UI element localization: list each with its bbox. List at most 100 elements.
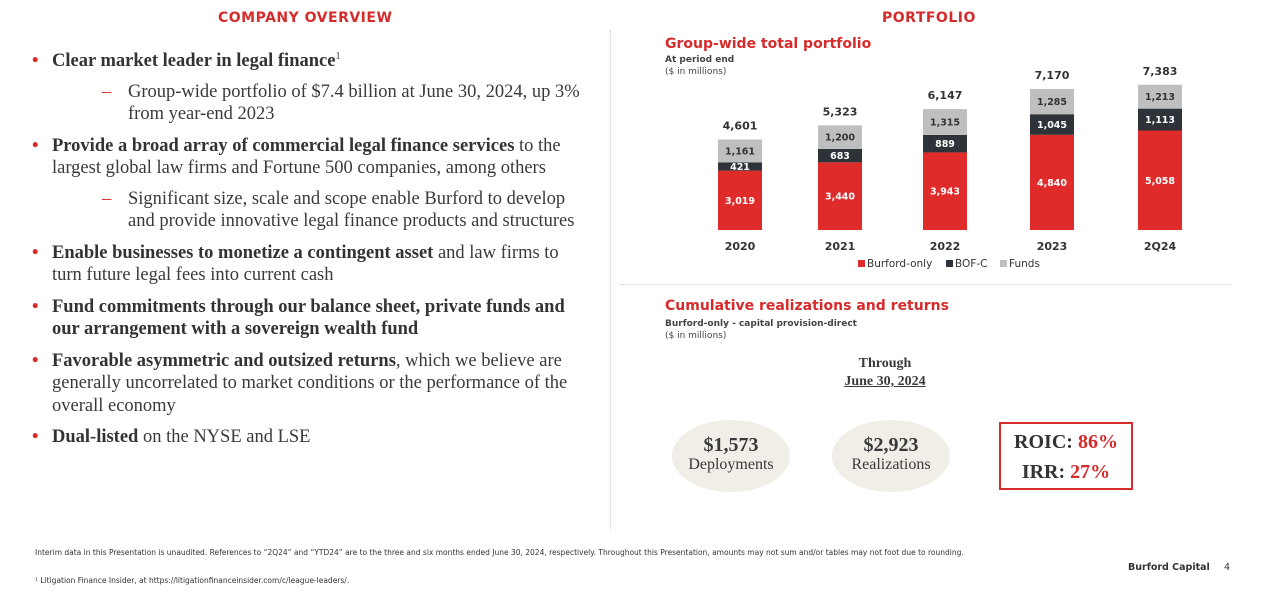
bar-value-label: 889 (935, 139, 955, 150)
bullet-dot-icon: • (32, 350, 39, 371)
bar-value-label: 1,200 (825, 133, 855, 144)
bullet-dot-icon: • (32, 135, 39, 156)
bullet-item: • Fund commitments through our balance s… (30, 296, 590, 341)
bar-value-label: 421 (730, 162, 750, 173)
bullet-text: to the largest global law firms and Fort… (52, 135, 561, 179)
through-date-value: June 30, 2024 (844, 374, 926, 389)
bar-value-label: 3,440 (825, 192, 855, 203)
bar-value-label: 1,045 (1037, 120, 1067, 131)
through-label: Through (858, 356, 912, 371)
vertical-divider (610, 30, 611, 530)
sub-bullet-text: Significant size, scale and scope enable… (128, 188, 575, 232)
bullet-item: • Favorable asymmetric and outsized retu… (30, 350, 590, 418)
bar-segment (1138, 130, 1182, 230)
bar-segment (818, 148, 862, 163)
roic-label: ROIC: (1014, 431, 1078, 453)
irr-value: 27% (1070, 461, 1111, 483)
bar-value-label: 1,161 (725, 146, 755, 157)
bar-total-label: 7,170 (1035, 69, 1070, 82)
footnote-source: ¹ Litigation Finance Insider, at https:/… (35, 576, 350, 585)
bar-total-label: 6,147 (928, 89, 963, 102)
dash-icon: – (102, 188, 112, 209)
x-tick-label: 2Q24 (1144, 240, 1177, 253)
bar-value-label: 5,058 (1145, 176, 1175, 187)
bar-segment (923, 134, 967, 153)
irr-label: IRR: (1021, 461, 1071, 483)
bar-value-label: 1,113 (1145, 115, 1175, 126)
legend-swatch (946, 260, 953, 267)
x-tick-label: 2022 (930, 240, 961, 253)
bar-segment (718, 139, 762, 163)
chart-subtitle-line1: At period end (665, 55, 735, 65)
bullet-text: on the NYSE and LSE (138, 427, 311, 447)
realizations-subtitle-line2: ($ in millions) (665, 331, 727, 341)
bar-segment (1138, 108, 1182, 131)
through-date: Through June 30, 2024 (820, 355, 950, 391)
bullet-dot-icon: • (32, 51, 39, 71)
realizations-bubble: $2,923 Realizations (832, 420, 950, 492)
legend-swatch (858, 260, 865, 267)
bar-value-label: 4,840 (1037, 178, 1067, 189)
chart-subtitle: At period end ($ in millions) (665, 54, 734, 78)
bar-segment (818, 125, 862, 149)
bar-segment (1030, 114, 1074, 135)
sub-bullet: – Group-wide portfolio of $7.4 billion a… (52, 81, 590, 126)
bar-value-label: 3,019 (725, 196, 755, 207)
bullet-item: • Provide a broad array of commercial le… (30, 135, 590, 233)
realizations-label: Realizations (851, 456, 931, 473)
chart-subtitle-line2: ($ in millions) (665, 67, 727, 77)
overview-bullets: • Clear market leader in legal finance1 … (30, 50, 590, 458)
bar-total-label: 5,323 (823, 105, 858, 118)
bar-value-label: 3,943 (930, 187, 960, 198)
bar-segment (1138, 84, 1182, 109)
portfolio-title: PORTFOLIO (882, 10, 976, 26)
legend-label: BOF-C (955, 258, 987, 270)
chart-title: Group-wide total portfolio (665, 36, 872, 52)
bullet-bold: Favorable asymmetric and outsized return… (52, 350, 396, 371)
roic-line: ROIC: 86% (1001, 427, 1131, 457)
bullet-dot-icon: • (32, 296, 39, 317)
page-number: 4 (1224, 562, 1231, 573)
x-tick-label: 2021 (825, 240, 856, 253)
bullet-dot-icon: • (32, 427, 39, 447)
bar-value-label: 1,285 (1037, 97, 1067, 108)
footnote-disclaimer: Interim data in this Presentation is una… (35, 548, 964, 557)
bar-total-label: 4,601 (723, 119, 758, 132)
dash-icon: – (102, 81, 112, 102)
sub-bullet: – Significant size, scale and scope enab… (52, 188, 590, 233)
company-overview-title: COMPANY OVERVIEW (218, 10, 393, 26)
bullet-item: • Enable businesses to monetize a contin… (30, 242, 590, 287)
bar-segment (923, 152, 967, 230)
realizations-subtitle: Burford-only - capital provision-direct … (665, 318, 857, 342)
bullet-text: and law firms to turn future legal fees … (52, 242, 559, 286)
legend-label: Funds (1009, 258, 1040, 270)
legend-label: Burford-only (867, 258, 932, 270)
bar-value-label: 1,213 (1145, 92, 1175, 103)
bullet-bold: Provide a broad array of commercial lega… (52, 135, 515, 156)
bar-segment (923, 109, 967, 135)
legend-swatch (1000, 260, 1007, 267)
bullet-bold: Fund commitments through our balance she… (52, 296, 565, 340)
bar-value-label: 1,315 (930, 118, 960, 129)
horizontal-divider (620, 284, 1232, 285)
x-tick-label: 2023 (1037, 240, 1068, 253)
roic-value: 86% (1077, 431, 1118, 453)
bar-total-label: 7,383 (1143, 65, 1178, 78)
returns-box: ROIC: 86% IRR: 27% (999, 422, 1133, 490)
bar-segment (1030, 134, 1074, 230)
realizations-title: Cumulative realizations and returns (665, 298, 949, 314)
irr-line: IRR: 27% (1001, 457, 1131, 487)
realizations-subtitle-line1: Burford-only - capital provision-direct (665, 319, 857, 329)
x-tick-label: 2020 (725, 240, 756, 253)
bullet-bold: Enable businesses to monetize a continge… (52, 242, 434, 263)
bullet-dot-icon: • (32, 242, 39, 263)
bullet-bold: Dual-listed (52, 427, 139, 447)
bar-value-label: 683 (830, 151, 850, 162)
portfolio-bar-chart: 3,019 421 1,161 4,601 2020 3,440 683 1,200 5,323… (718, 65, 1182, 270)
bullet-bold: Clear market leader in legal finance (52, 51, 336, 71)
sub-bullet-text: Group-wide portfolio of $7.4 billion at … (128, 81, 580, 125)
brand-name: Burford Capital (1128, 562, 1210, 573)
bar-segment (718, 162, 762, 171)
deployments-amount: $1,573 (703, 434, 759, 456)
bar-segment (818, 162, 862, 230)
